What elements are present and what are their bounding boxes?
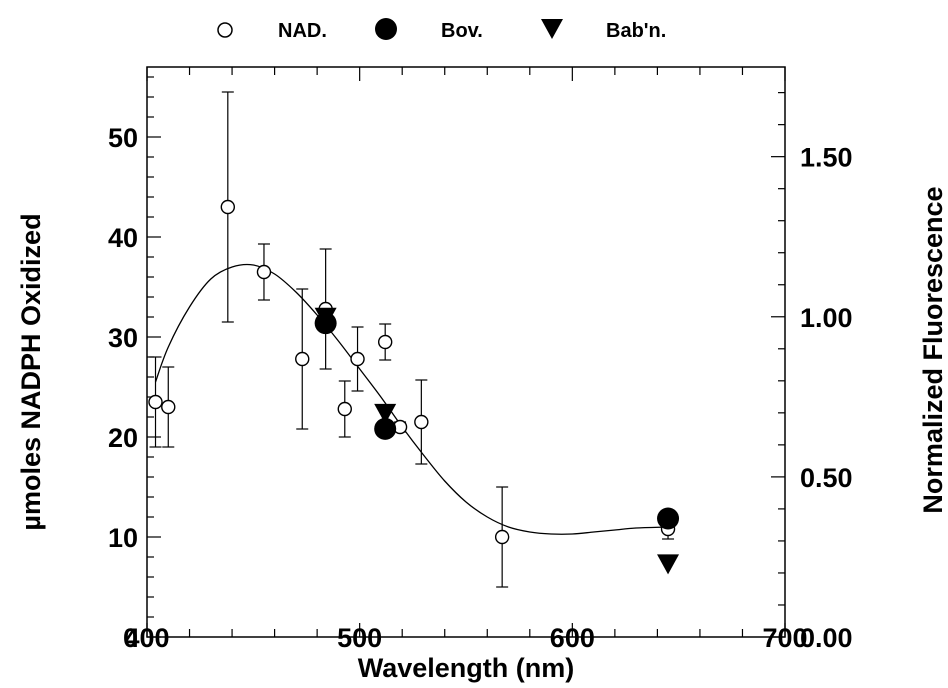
point-bov (374, 417, 397, 440)
legend-marker-bov (375, 18, 397, 40)
legend-marker-babn (541, 19, 563, 39)
point-bov (314, 312, 337, 335)
y-tick-label: 10 (108, 523, 138, 553)
x-tick-label: 600 (550, 623, 595, 653)
legend: NAD. Bov. Bab'n. (217, 18, 666, 42)
point-nad (337, 401, 352, 417)
point-nad (414, 414, 429, 430)
x-axis-title: Wavelength (nm) (358, 653, 575, 683)
y-tick-label: 50 (108, 123, 138, 153)
y-tick-label: 20 (108, 423, 138, 453)
point-nad (494, 529, 510, 545)
y2-tick-label: 1.50 (800, 143, 853, 173)
point-nad (350, 351, 365, 367)
y2-axis-title: Normalized Fluorescence (918, 186, 948, 513)
point-nad (220, 199, 236, 215)
fit-curve (154, 263, 669, 535)
point-nad (295, 351, 310, 367)
x-tick-label: 500 (337, 623, 382, 653)
point-nad (377, 334, 393, 350)
legend-label-nad: NAD. (278, 20, 327, 42)
axes: 400 500 600 700 0 10 20 30 40 50 0.00 0.50 1.00 1.50 (108, 67, 853, 653)
y-axis-title: µmoles NADPH Oxidized (16, 213, 46, 530)
y-tick-label: 0 (123, 623, 138, 653)
x-tick-label: 700 (762, 623, 807, 653)
point-nad (256, 264, 272, 280)
point-babn (657, 554, 680, 575)
y2-tick-label: 0.00 (800, 623, 853, 653)
legend-label-bov: Bov. (441, 20, 483, 42)
x-tick-label: 400 (124, 623, 169, 653)
plot-frame (146, 66, 786, 638)
y2-tick-label: 0.50 (800, 463, 853, 493)
point-nad (148, 394, 163, 410)
point-nad (161, 399, 176, 415)
y-tick-label: 30 (108, 323, 138, 353)
point-bov (657, 507, 680, 530)
legend-label-babn: Bab'n. (606, 20, 666, 42)
point-babn (374, 403, 397, 424)
legend-marker-nad (217, 22, 233, 38)
y2-tick-label: 1.00 (800, 303, 853, 333)
data-marks (148, 91, 680, 588)
y-tick-label: 40 (108, 223, 138, 253)
fit-curve-group (154, 263, 669, 535)
